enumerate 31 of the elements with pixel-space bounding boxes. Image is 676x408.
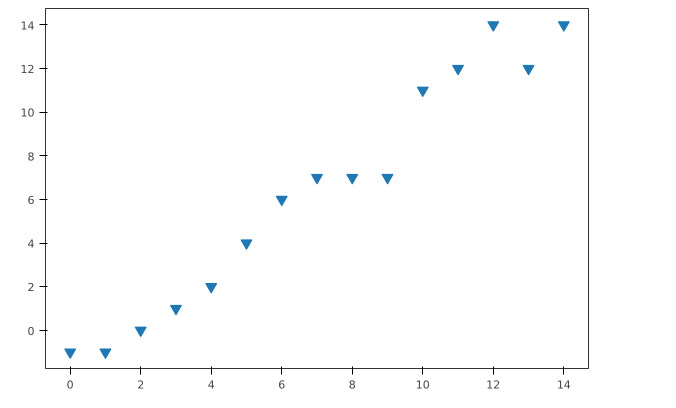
point	[452, 64, 464, 76]
point	[416, 86, 429, 98]
x-tick-label: 10	[416, 378, 430, 392]
y-tick-label: 4	[28, 238, 34, 251]
y-tick-label: 6	[28, 194, 34, 207]
x-tick-label: 14	[556, 378, 571, 392]
y-tick-label: 12	[20, 63, 35, 76]
point	[170, 304, 182, 316]
point	[522, 64, 535, 76]
point	[276, 196, 288, 206]
x-tick-label: 0	[66, 378, 74, 392]
point	[382, 174, 394, 184]
y-tick-label: 2	[28, 281, 34, 294]
y-tick-label: 0	[28, 324, 34, 338]
point	[558, 21, 570, 32]
y-tick-label: 10	[20, 106, 35, 120]
point	[346, 174, 358, 184]
point	[134, 326, 147, 338]
x-tick-label: 4	[208, 378, 215, 392]
x-tick-label: 6	[278, 378, 286, 392]
point	[64, 348, 76, 359]
point	[205, 283, 218, 294]
y-tick-label: 14	[20, 19, 35, 32]
y-tick-label: 8	[28, 150, 34, 164]
point	[311, 174, 323, 184]
point	[240, 239, 252, 250]
x-tick-label: 12	[486, 378, 500, 392]
point	[99, 348, 112, 359]
x-tick-label: 8	[348, 378, 356, 392]
x-tick-label: 2	[137, 378, 144, 392]
point	[487, 21, 500, 32]
